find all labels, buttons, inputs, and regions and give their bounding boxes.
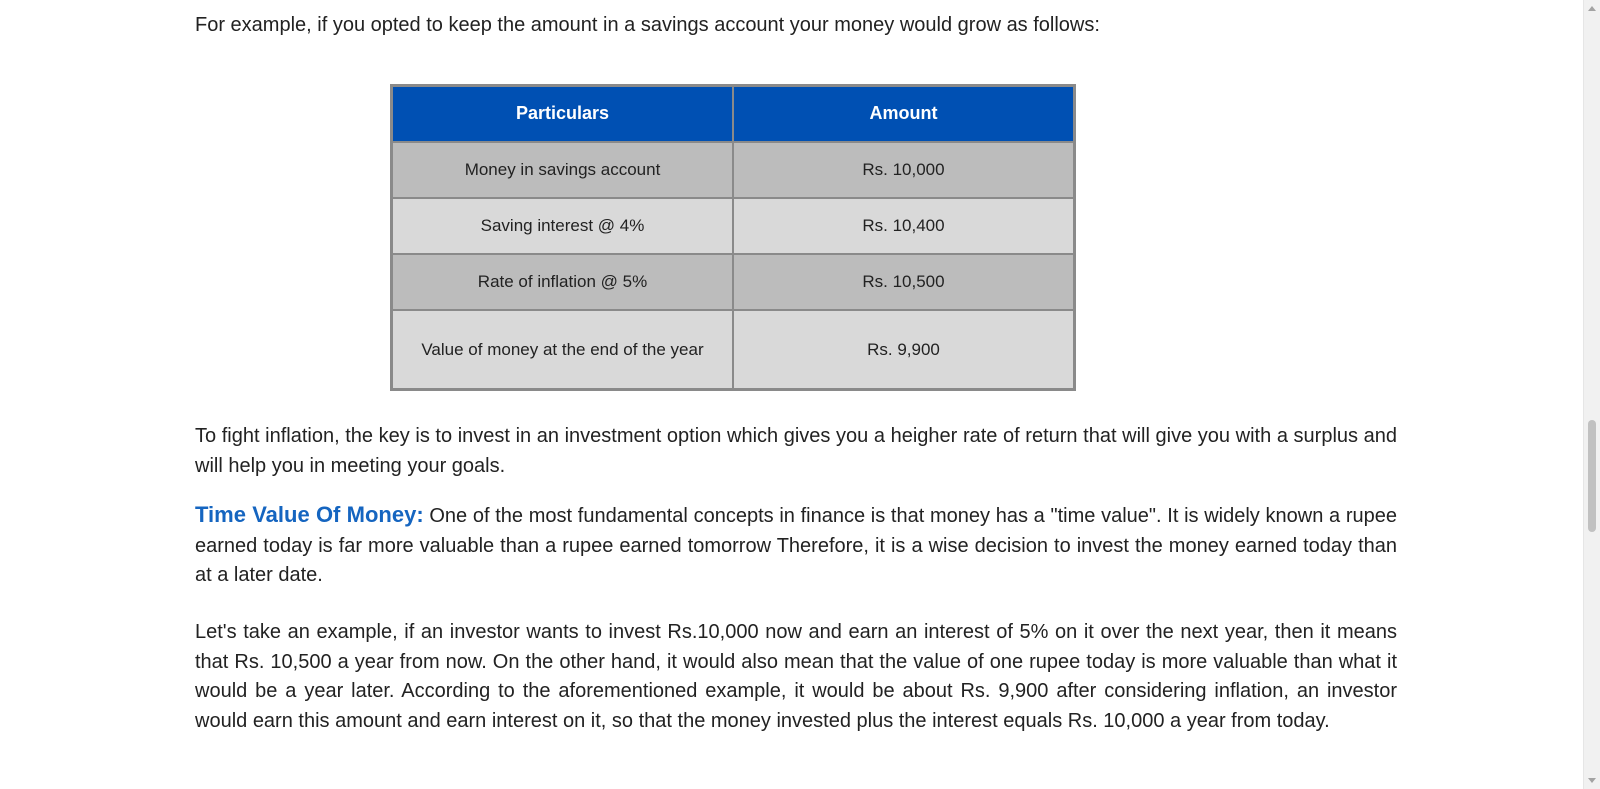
header-amount: Amount [732,84,1076,143]
vertical-scrollbar[interactable] [1583,0,1600,789]
table-row: Value of money at the end of the year Rs… [390,308,1076,391]
table-row: Rate of inflation @ 5% Rs. 10,500 [390,252,1076,311]
cell-particular: Value of money at the end of the year [390,308,734,391]
table-row: Money in savings account Rs. 10,000 [390,140,1076,199]
intro-text: For example, if you opted to keep the am… [195,14,1100,36]
cell-amount: Rs. 9,900 [732,308,1076,391]
scroll-down-arrow-icon[interactable] [1588,778,1596,783]
cell-amount: Rs. 10,400 [732,196,1076,255]
table-header-row: Particulars Amount [390,84,1076,143]
cell-particular: Rate of inflation @ 5% [390,252,734,311]
header-particulars: Particulars [390,84,734,143]
time-value-heading: Time Value Of Money: [195,502,424,527]
cell-particular: Money in savings account [390,140,734,199]
cell-particular: Saving interest @ 4% [390,196,734,255]
inflation-paragraph: To fight inflation, the key is to invest… [195,425,1397,477]
cell-amount: Rs. 10,500 [732,252,1076,311]
scrollbar-thumb[interactable] [1588,420,1596,532]
time-value-body: One of the most fundamental concepts in … [195,505,1397,586]
cell-amount: Rs. 10,000 [732,140,1076,199]
scroll-up-arrow-icon[interactable] [1588,6,1596,11]
time-value-paragraph: Time Value Of Money: One of the most fun… [195,500,1397,591]
savings-growth-table: Particulars Amount Money in savings acco… [390,84,1076,391]
example-paragraph: Let's take an example, if an investor wa… [195,621,1397,732]
table-row: Saving interest @ 4% Rs. 10,400 [390,196,1076,255]
